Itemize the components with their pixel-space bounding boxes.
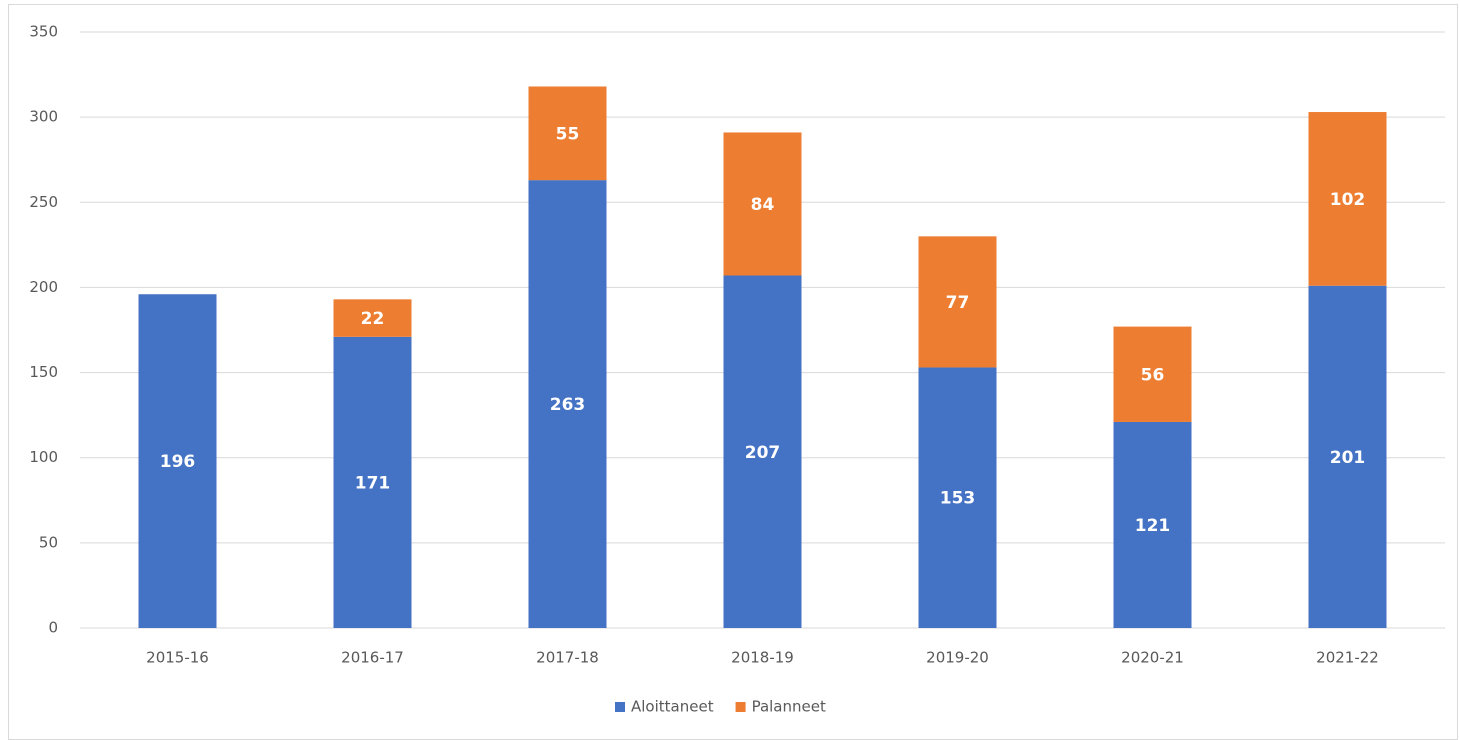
x-tick-label: 2016-17 [341,649,404,667]
y-tick-label: 100 [29,448,58,466]
bar-segment [333,336,412,628]
bar-segment [1308,285,1387,628]
x-tick-label: 2018-19 [731,649,794,667]
x-tick-label: 2015-16 [146,649,209,667]
data-label: 77 [946,293,970,313]
y-tick-label: 0 [48,619,58,637]
bar-segment [138,294,217,628]
x-tick-label: 2020-21 [1121,649,1184,667]
bar-segment [723,275,802,628]
x-tick-label: 2017-18 [536,649,599,667]
legend-swatch [735,702,746,712]
bar-segment [1113,326,1192,422]
data-label: 263 [550,395,586,415]
data-label: 121 [1135,516,1171,536]
y-tick-label: 250 [29,193,58,211]
data-label: 22 [361,309,385,329]
bar-segment [333,299,412,337]
data-label: 55 [556,124,580,144]
x-tick-label: 2021-22 [1316,649,1379,667]
data-label: 201 [1330,448,1366,468]
bar-segment [528,180,607,629]
legend-label: Palanneet [752,698,826,716]
y-tick-label: 200 [29,278,58,296]
data-label: 196 [160,452,196,472]
data-label: 207 [745,443,781,463]
data-label: 171 [355,473,391,493]
data-label: 84 [751,195,775,215]
bar-segment [528,86,607,181]
legend-swatch [615,702,625,712]
y-tick-label: 300 [29,108,58,126]
bar-segment [918,236,997,368]
bar-segment [918,367,997,628]
y-tick-label: 350 [29,23,58,41]
bar-segment [1308,112,1387,286]
y-tick-label: 150 [29,363,58,381]
data-label: 153 [940,489,976,509]
bar-segment [723,132,802,276]
bar-segment [1113,421,1192,628]
legend-label: Aloittaneet [631,698,714,716]
data-label: 56 [1141,365,1165,385]
x-tick-label: 2019-20 [926,649,989,667]
data-label: 102 [1330,190,1366,210]
y-tick-label: 50 [39,533,58,551]
